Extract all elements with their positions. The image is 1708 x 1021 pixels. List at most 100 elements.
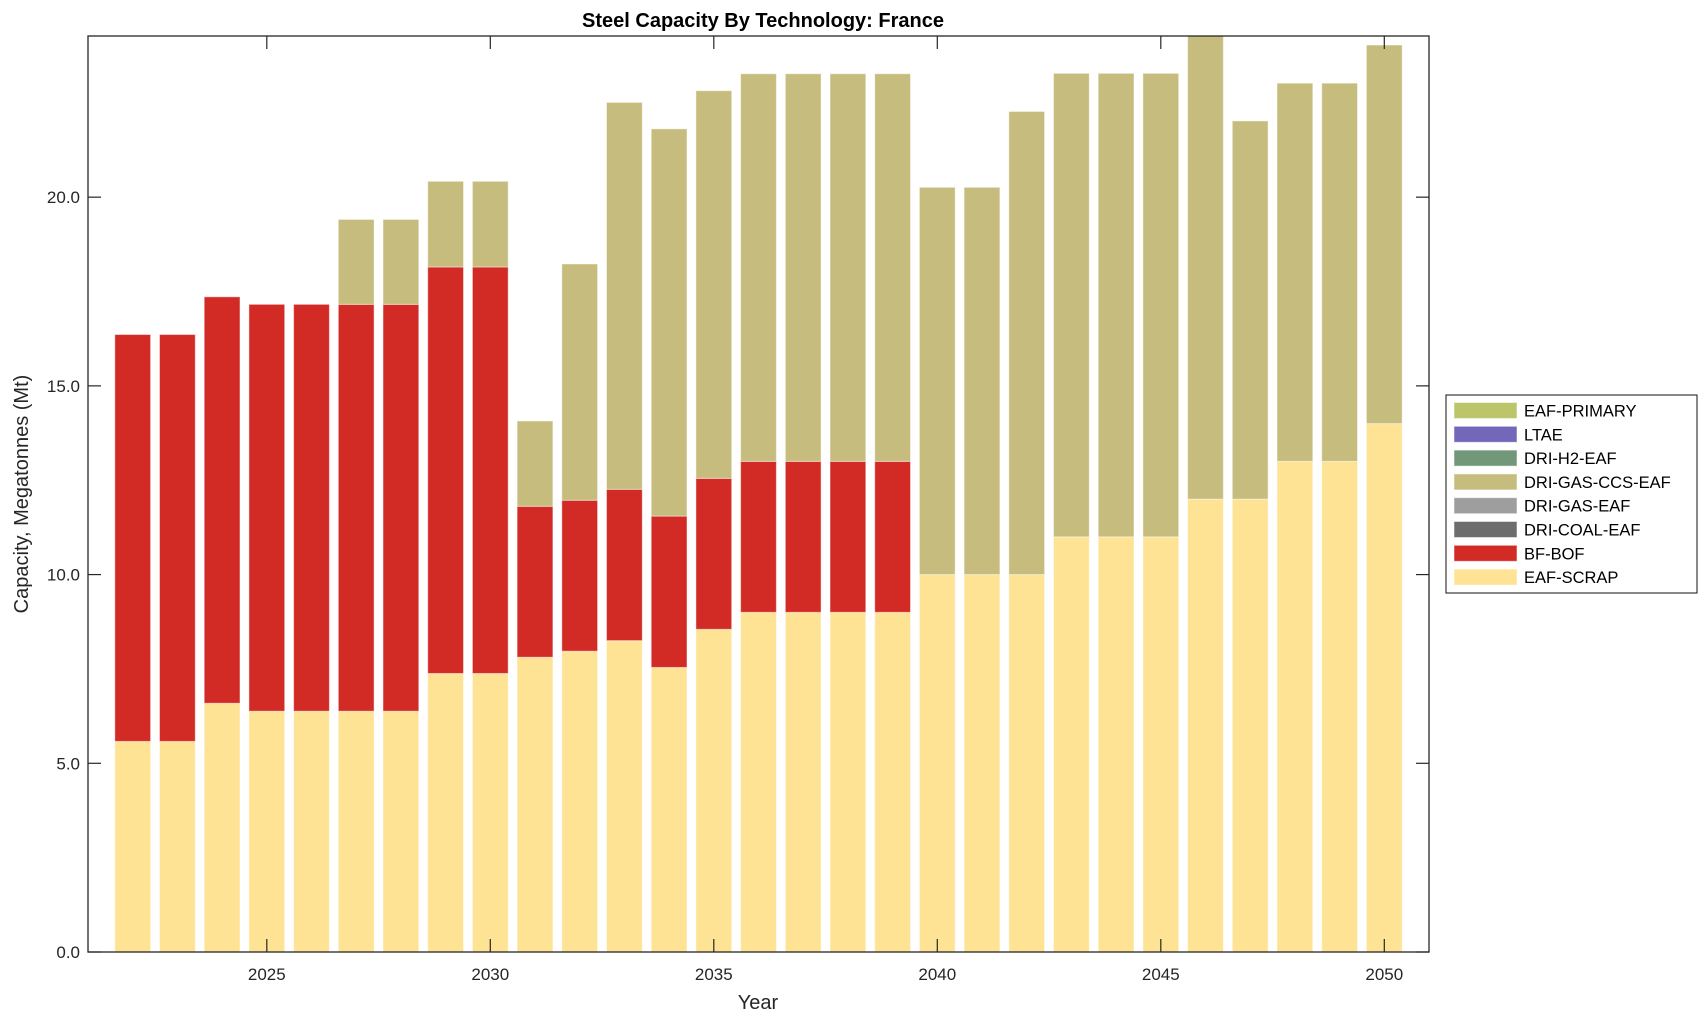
x-tick-label: 2040 xyxy=(918,965,956,984)
legend-item-eaf-primary[interactable]: EAF-PRIMARY xyxy=(1453,402,1636,421)
legend-swatch xyxy=(1453,402,1518,419)
bar-dri-gas-ccs-eaf-2041 xyxy=(963,186,1001,576)
bar-bf-bof-2028 xyxy=(382,303,420,712)
bar-dri-gas-ccs-eaf-2032 xyxy=(561,263,599,501)
bar-bf-bof-2036 xyxy=(740,460,777,613)
legend-item-ltae[interactable]: LTAE xyxy=(1453,425,1563,444)
x-axis-label: Year xyxy=(738,992,779,1014)
bar-eaf-scrap-2046 xyxy=(1187,498,1224,952)
bar-bf-bof-2025 xyxy=(248,303,286,712)
y-tick-label: 20.0 xyxy=(47,188,80,207)
bar-dri-gas-ccs-eaf-2028 xyxy=(382,218,420,305)
bar-dri-gas-ccs-eaf-2033 xyxy=(606,101,643,490)
y-tick-label: 5.0 xyxy=(56,754,80,773)
bar-bf-bof-2022 xyxy=(114,334,152,742)
legend: EAF-PRIMARY LTAE DRI-H2-EAF DRI-GAS-CCS-EAF… xyxy=(1445,394,1698,594)
bar-eaf-scrap-2029 xyxy=(427,672,464,952)
bar-dri-gas-ccs-eaf-2037 xyxy=(784,73,822,462)
bar-bf-bof-2024 xyxy=(203,296,241,704)
legend-label: DRI-COAL-EAF xyxy=(1524,522,1640,540)
bar-eaf-scrap-2026 xyxy=(293,710,330,952)
bar-bf-bof-2035 xyxy=(695,477,733,630)
bar-eaf-scrap-2033 xyxy=(606,640,643,952)
x-tick-label: 2045 xyxy=(1142,965,1180,984)
y-tick-label: 15.0 xyxy=(47,377,80,396)
bar-eaf-scrap-2023 xyxy=(159,740,196,952)
bar-eaf-scrap-2042 xyxy=(1008,574,1046,952)
legend-item-bf-bof[interactable]: BF-BOF xyxy=(1453,544,1585,563)
legend-item-dri-h2-eaf[interactable]: DRI-H2-EAF xyxy=(1453,449,1617,468)
bar-dri-gas-ccs-eaf-2050 xyxy=(1365,44,1403,425)
bar-eaf-scrap-2031 xyxy=(516,656,554,952)
legend-swatch xyxy=(1453,449,1518,467)
x-tick-label: 2025 xyxy=(248,965,286,984)
bar-eaf-scrap-2048 xyxy=(1276,460,1314,952)
legend-swatch xyxy=(1453,425,1518,443)
legend-swatch xyxy=(1453,473,1518,491)
x-tick-label: 2035 xyxy=(695,965,733,984)
bar-bf-bof-2037 xyxy=(784,460,822,613)
bar-bf-bof-2026 xyxy=(293,303,330,712)
bar-dri-gas-ccs-eaf-2031 xyxy=(516,420,554,507)
legend-swatch xyxy=(1453,521,1518,538)
bar-eaf-scrap-2040 xyxy=(918,574,956,952)
legend-item-dri-coal-eaf[interactable]: DRI-COAL-EAF xyxy=(1453,521,1640,540)
bar-bf-bof-2029 xyxy=(427,266,464,674)
y-tick-label: 0.0 xyxy=(56,943,80,962)
legend-label: BF-BOF xyxy=(1524,545,1585,563)
plot-frame xyxy=(87,35,1430,953)
bar-bf-bof-2034 xyxy=(650,515,688,668)
bar-bf-bof-2038 xyxy=(829,460,867,613)
bar-dri-gas-ccs-eaf-2036 xyxy=(740,73,777,462)
bar-bf-bof-2023 xyxy=(159,334,196,742)
legend-item-eaf-scrap[interactable]: EAF-SCRAP xyxy=(1453,568,1618,587)
bar-eaf-scrap-2050 xyxy=(1365,423,1403,952)
x-axis: 2025 2030 2035 2040 2045 2050 xyxy=(248,36,1403,984)
bar-eaf-scrap-2032 xyxy=(561,650,599,952)
bar-bf-bof-2032 xyxy=(561,499,599,652)
bar-eaf-scrap-2049 xyxy=(1321,460,1358,952)
bar-dri-gas-ccs-eaf-2034 xyxy=(650,128,688,517)
bar-dri-gas-ccs-eaf-2038 xyxy=(829,73,867,462)
bar-eaf-scrap-2036 xyxy=(740,611,777,952)
bar-dri-gas-ccs-eaf-2047 xyxy=(1231,120,1269,500)
bar-eaf-scrap-2041 xyxy=(963,574,1001,952)
bar-dri-gas-ccs-eaf-2039 xyxy=(874,73,911,462)
legend-label: DRI-H2-EAF xyxy=(1524,450,1617,468)
legend-label: EAF-PRIMARY xyxy=(1524,403,1636,421)
bar-bf-bof-2033 xyxy=(606,488,643,642)
legend-item-dri-gas-ccs-eaf[interactable]: DRI-GAS-CCS-EAF xyxy=(1453,473,1671,492)
bar-dri-gas-ccs-eaf-2040 xyxy=(918,186,956,576)
bar-eaf-scrap-2038 xyxy=(829,611,867,952)
bar-eaf-scrap-2034 xyxy=(650,666,688,952)
y-axis: 0.0 5.0 10.0 15.0 20.0 xyxy=(47,188,1429,962)
legend-swatch xyxy=(1453,568,1518,586)
bar-dri-gas-ccs-eaf-2048 xyxy=(1276,82,1314,462)
bar-eaf-scrap-2045 xyxy=(1142,536,1180,952)
bar-eaf-scrap-2037 xyxy=(784,611,822,952)
bar-dri-gas-ccs-eaf-2049 xyxy=(1321,82,1358,462)
bar-dri-gas-ccs-eaf-2035 xyxy=(695,90,733,479)
x-tick-label: 2030 xyxy=(471,965,509,984)
bar-eaf-scrap-2030 xyxy=(471,672,509,952)
legend-item-dri-gas-eaf[interactable]: DRI-GAS-EAF xyxy=(1453,497,1630,516)
bar-eaf-scrap-2025 xyxy=(248,710,286,952)
bar-dri-gas-ccs-eaf-2044 xyxy=(1097,72,1135,538)
bar-eaf-scrap-2028 xyxy=(382,710,420,952)
bar-eaf-scrap-2043 xyxy=(1053,536,1090,952)
bar-eaf-scrap-2044 xyxy=(1097,536,1135,952)
y-tick-label: 10.0 xyxy=(47,566,80,585)
bar-dri-gas-ccs-eaf-2042 xyxy=(1008,110,1046,576)
bar-eaf-scrap-2024 xyxy=(203,702,241,952)
bar-dri-gas-ccs-eaf-2043 xyxy=(1053,72,1090,538)
legend-label: DRI-GAS-CCS-EAF xyxy=(1524,474,1671,492)
bar-bf-bof-2030 xyxy=(471,266,509,674)
bar-bf-bof-2039 xyxy=(874,460,911,613)
legend-swatch xyxy=(1453,497,1518,515)
x-tick-label: 2050 xyxy=(1365,965,1403,984)
bar-dri-gas-ccs-eaf-2029 xyxy=(427,180,464,268)
bar-dri-gas-ccs-eaf-2045 xyxy=(1142,72,1180,538)
bar-dri-gas-ccs-eaf-2030 xyxy=(471,180,509,268)
bar-bf-bof-2027 xyxy=(337,303,375,712)
